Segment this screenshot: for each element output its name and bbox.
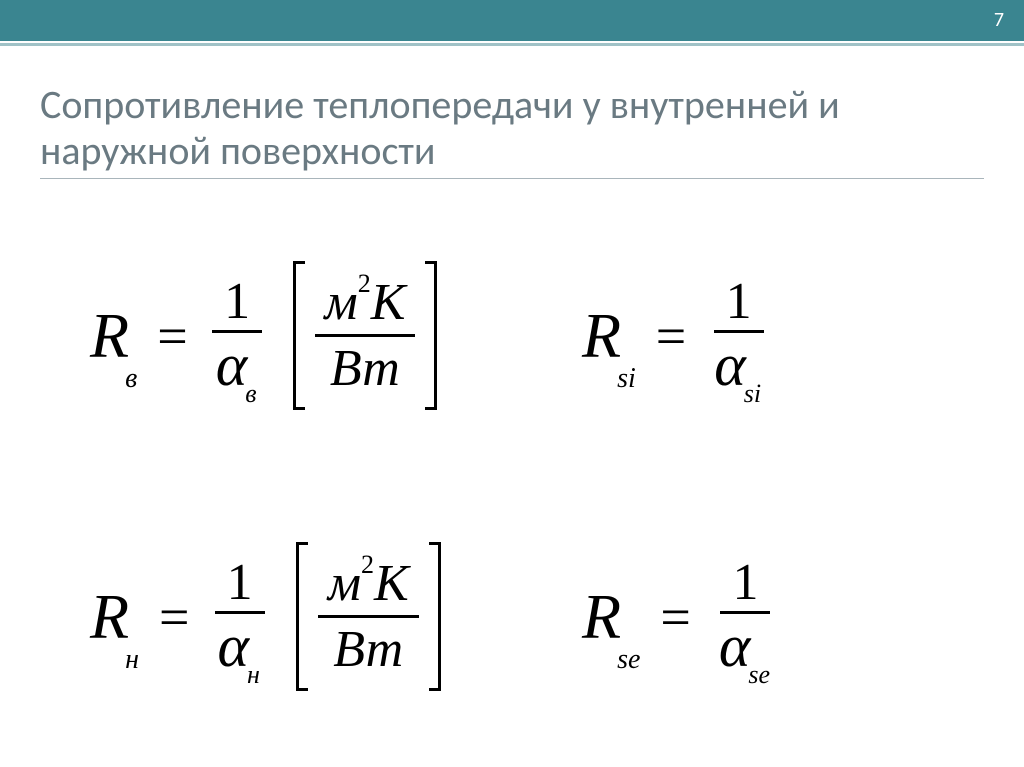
formula-lhs: R si	[582, 299, 640, 373]
fraction: 1 α si	[702, 274, 775, 397]
fraction: 1 α se	[707, 555, 784, 678]
equals-sign: =	[153, 586, 195, 648]
title-underline	[40, 178, 984, 179]
unit-bracket: м 2 К Вт	[296, 542, 441, 691]
page-number: 7	[994, 8, 1004, 32]
equals-sign: =	[151, 305, 193, 367]
equals-sign: =	[654, 586, 696, 648]
formulas-grid: R в = 1 α в м 2 К Вт	[0, 195, 1024, 757]
slide-title: Сопротивление теплопередачи у внутренней…	[40, 82, 984, 174]
formula-cell: R se = 1 α se	[512, 555, 1024, 678]
fraction: 1 α н	[205, 555, 273, 678]
unit-bracket: м 2 К Вт	[293, 261, 438, 410]
formula-cell: R si = 1 α si	[512, 274, 1024, 397]
header-bar: 7	[0, 0, 1024, 42]
fraction: 1 α в	[204, 274, 271, 397]
equals-sign: =	[650, 305, 692, 367]
formula-cell: R в = 1 α в м 2 К Вт	[0, 261, 512, 410]
formula-lhs: R в	[90, 299, 141, 373]
formula-lhs: R se	[582, 580, 644, 654]
formula-lhs: R н	[90, 580, 143, 654]
formula-cell: R н = 1 α н м 2 К Вт	[0, 542, 512, 691]
